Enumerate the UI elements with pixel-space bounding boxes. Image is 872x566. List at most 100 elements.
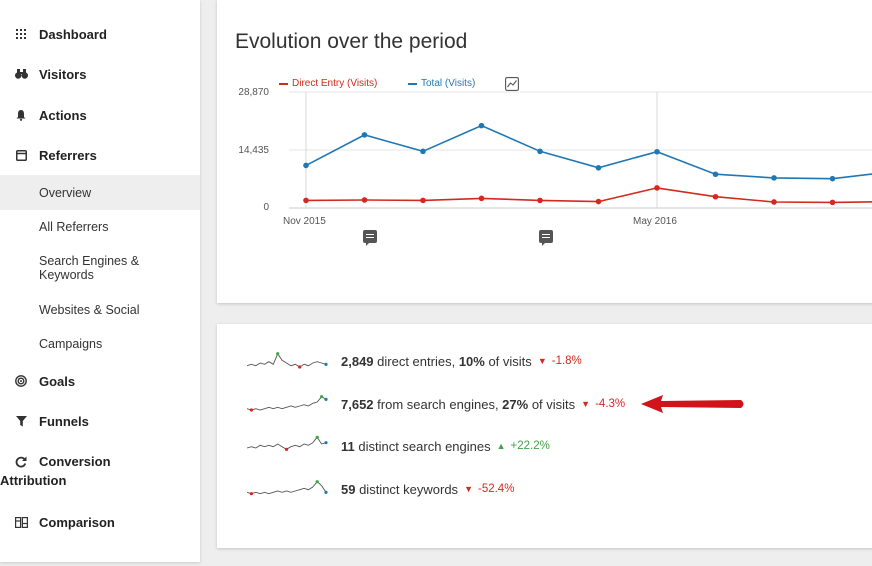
sidebar: Dashboard Visitors Actions Referrers Ove… — [0, 0, 200, 562]
nav-overview[interactable]: Overview — [0, 175, 200, 210]
sparkline-chart[interactable] — [246, 392, 329, 416]
arrow-down-icon: ▼ — [464, 484, 473, 494]
binoculars-icon — [14, 67, 28, 81]
evolution-title: Evolution over the period — [235, 30, 468, 53]
nav-visitors-label: Visitors — [39, 67, 87, 82]
nav-websites-social-label: Websites & Social — [39, 303, 140, 317]
trend-indicator: ▼ -4.3% — [581, 398, 626, 410]
data-point — [829, 175, 836, 182]
nav-visitors[interactable]: Visitors — [14, 67, 86, 82]
nav-funnels[interactable]: Funnels — [14, 414, 89, 429]
referrers-icon — [14, 148, 28, 162]
sparkline-marker — [324, 441, 328, 445]
sparkline-marker — [320, 395, 324, 399]
legend-total[interactable]: Total (Visits) — [408, 78, 475, 89]
nav-referrers[interactable]: Referrers — [14, 148, 97, 163]
sparkline-row-distinct-engines: 11 distinct search engines ▲ +22.2% — [246, 434, 550, 458]
legend-total-label: Total (Visits) — [421, 78, 476, 89]
data-point — [654, 185, 660, 191]
nav-funnels-label: Funnels — [39, 414, 89, 429]
nav-search-label-line2: Keywords — [39, 268, 94, 282]
nav-goals-label: Goals — [39, 374, 76, 389]
sparkline-marker — [315, 480, 319, 484]
sparkline-marker — [276, 352, 280, 356]
sparkline-marker — [324, 490, 328, 494]
data-point — [361, 197, 368, 203]
sparkline-chart[interactable] — [246, 434, 329, 458]
data-point — [771, 199, 777, 205]
nav-goals[interactable]: Goals — [14, 374, 75, 389]
sparkline-marker — [249, 408, 253, 412]
trend-indicator: ▼ -1.8% — [537, 355, 582, 367]
sparkline-text: 11 distinct search engines — [341, 438, 491, 454]
data-point — [420, 197, 426, 204]
bell-icon — [14, 108, 28, 122]
nav-actions[interactable]: Actions — [14, 108, 87, 123]
legend-direct-label: Direct Entry (Visits) — [292, 78, 378, 89]
y-tick-label: 14,435 — [238, 145, 269, 156]
red-pointer-arrow — [641, 395, 744, 413]
sparklines-widget: 2,849 direct entries, 10% of visits ▼ -1.… — [217, 324, 872, 548]
funnel-icon — [14, 414, 28, 428]
sparkline-line — [246, 352, 327, 368]
nav-all-referrers[interactable]: All Referrers — [0, 220, 200, 234]
nav-all-referrers-label: All Referrers — [39, 220, 109, 234]
sparkline-text: 59 distinct keywords — [341, 481, 459, 497]
target-icon — [14, 374, 28, 388]
x-tick-label: May 2016 — [633, 216, 677, 227]
sparkline-marker — [298, 365, 302, 369]
nav-referrers-label: Referrers — [39, 148, 97, 163]
series-line — [305, 187, 872, 204]
legend-direct-entry[interactable]: Direct Entry (Visits) — [279, 78, 377, 89]
y-tick-label: 28,870 — [238, 87, 269, 98]
sparkline-marker — [324, 397, 328, 401]
sparkline-text: 2,849 direct entries, 10% of visits — [341, 353, 532, 369]
nav-conversion-attribution[interactable]: Conversion Attribution — [0, 452, 111, 490]
legend-direct-swatch — [279, 82, 288, 85]
data-point — [829, 199, 836, 206]
sparkline-text: 7,652 from search engines, 27% of visits — [341, 396, 576, 412]
data-point — [537, 148, 543, 155]
data-point — [361, 132, 368, 138]
nav-search-label-line1: Search Engines & — [39, 254, 140, 268]
nav-dashboard[interactable]: Dashboard — [14, 27, 107, 42]
annotation-icon[interactable] — [539, 230, 553, 246]
nav-overview-label: Overview — [39, 185, 92, 200]
nav-comparison[interactable]: Comparison — [14, 515, 115, 530]
comparison-icon — [14, 515, 28, 529]
data-point — [771, 175, 777, 181]
sparkline-chart[interactable] — [246, 349, 329, 373]
evolution-widget: Evolution over the period Direct Entry (… — [217, 0, 872, 303]
arrow-down-icon: ▼ — [537, 356, 547, 366]
refresh-icon — [14, 455, 28, 469]
nav-conversion-label-line1: Conversion — [39, 454, 111, 469]
metric-picker-icon[interactable] — [505, 77, 519, 91]
data-point — [595, 198, 602, 205]
y-tick-label: 0 — [263, 202, 269, 213]
nav-dashboard-label: Dashboard — [39, 27, 107, 42]
sparkline-line — [246, 481, 327, 495]
trend-indicator: ▼ -52.4% — [464, 483, 515, 495]
sparkline-line — [246, 396, 327, 411]
nav-campaigns[interactable]: Campaigns — [0, 337, 200, 351]
nav-websites-social[interactable]: Websites & Social — [0, 303, 200, 317]
dashboard-icon — [14, 27, 28, 41]
series-line — [305, 124, 872, 180]
sparkline-chart[interactable] — [246, 477, 329, 501]
nav-conversion-label-line2: Attribution — [0, 473, 67, 488]
sparkline-marker — [284, 447, 289, 451]
trend-indicator: ▲ +22.2% — [496, 440, 550, 452]
x-tick-label: Nov 2015 — [283, 216, 326, 227]
evolution-chart — [289, 91, 872, 209]
sparkline-marker — [315, 435, 319, 439]
nav-actions-label: Actions — [39, 108, 87, 123]
sparkline-row-direct: 2,849 direct entries, 10% of visits ▼ -1.… — [246, 349, 582, 373]
sparkline-row-search-engines: 7,652 from search engines, 27% of visits… — [246, 392, 747, 416]
data-point — [303, 162, 309, 169]
arrow-down-icon: ▼ — [581, 399, 591, 409]
nav-search-engines-keywords[interactable]: Search Engines & Keywords — [0, 254, 200, 282]
annotation-icon[interactable] — [363, 230, 377, 246]
data-point — [478, 195, 485, 202]
arrow-up-icon: ▲ — [496, 441, 506, 451]
nav-campaigns-label: Campaigns — [39, 337, 103, 351]
